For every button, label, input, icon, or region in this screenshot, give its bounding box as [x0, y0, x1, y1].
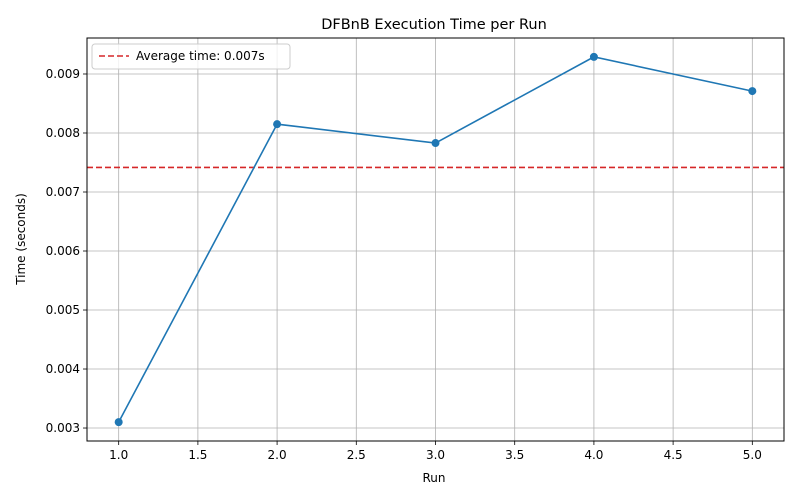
- data-point-marker: [589, 52, 598, 61]
- x-tick-label: 4.0: [584, 448, 603, 462]
- x-tick-label: 1.5: [188, 448, 207, 462]
- y-tick-label: 0.009: [46, 67, 80, 81]
- y-tick-label: 0.005: [46, 303, 80, 317]
- y-tick-label: 0.006: [46, 244, 80, 258]
- data-point-marker: [748, 87, 757, 96]
- y-tick-label: 0.004: [46, 362, 80, 376]
- x-tick-label: 2.5: [347, 448, 366, 462]
- x-tick-label: 5.0: [743, 448, 762, 462]
- x-tick-label: 4.5: [664, 448, 683, 462]
- grid: [87, 38, 784, 441]
- data-series: [114, 52, 757, 427]
- x-axis-label: Run: [422, 471, 445, 485]
- x-tick-label: 2.0: [268, 448, 287, 462]
- y-axis-label: Time (seconds): [14, 193, 28, 286]
- y-axis-ticks: 0.003 0.004 0.005 0.006 0.007 0.008 0.009: [46, 67, 87, 435]
- y-tick-label: 0.008: [46, 126, 80, 140]
- chart-title: DFBnB Execution Time per Run: [321, 17, 547, 33]
- data-point-marker: [114, 418, 123, 427]
- legend: Average time: 0.007s: [91, 43, 291, 70]
- data-point-marker: [273, 120, 282, 129]
- x-tick-label: 3.0: [426, 448, 445, 462]
- x-tick-label: 1.0: [109, 448, 128, 462]
- legend-label: Average time: 0.007s: [136, 49, 265, 63]
- data-point-marker: [431, 139, 440, 148]
- x-tick-label: 3.5: [505, 448, 524, 462]
- y-tick-label: 0.007: [46, 185, 80, 199]
- y-tick-label: 0.003: [46, 421, 80, 435]
- legend-box: [91, 43, 291, 70]
- x-axis-ticks: 1.0 1.5 2.0 2.5 3.0 3.5 4.0 4.5 5.0: [109, 441, 762, 462]
